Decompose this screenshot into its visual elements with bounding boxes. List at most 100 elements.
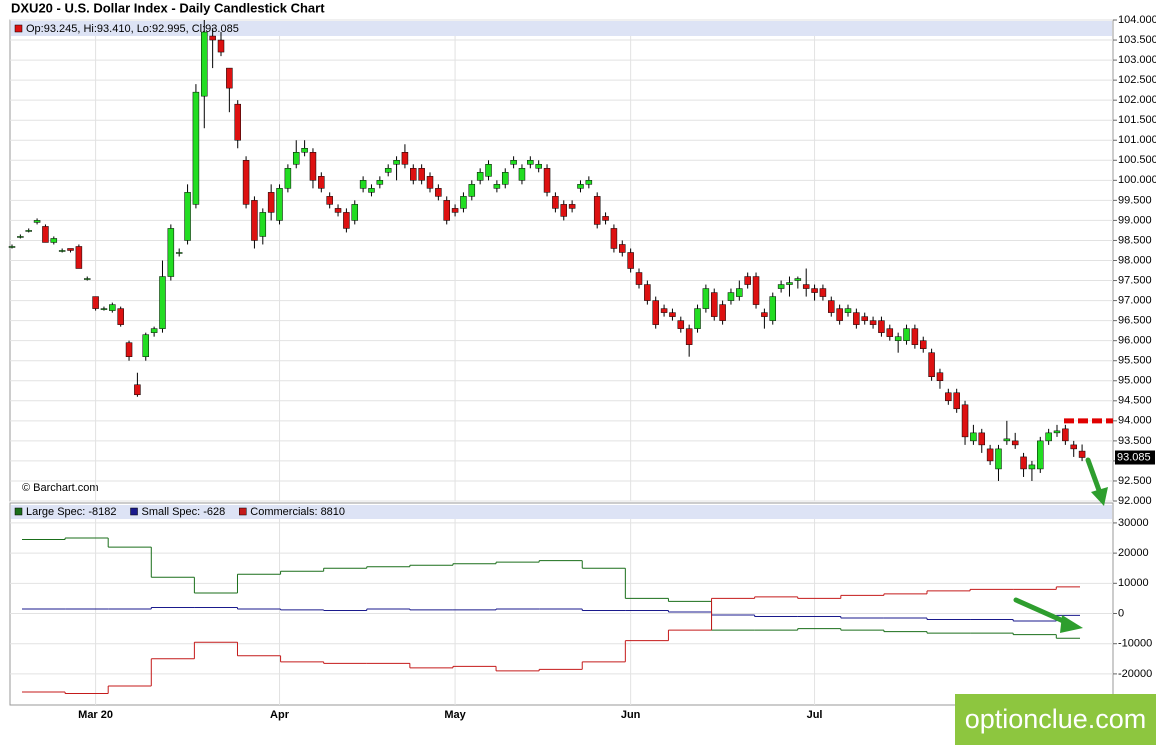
y-tick-label: 97.000 [1118, 294, 1152, 306]
info-bar [11, 21, 1112, 36]
x-tick-label: Jun [621, 709, 641, 721]
y-tick-label: 103.500 [1118, 34, 1156, 46]
candle-body [560, 204, 568, 217]
candle-body [736, 288, 743, 297]
candle-body [134, 384, 141, 396]
x-tick-label: May [444, 709, 466, 721]
x-tick-label: Jul [807, 709, 823, 721]
candle-body [1028, 464, 1036, 470]
candle-body [995, 448, 1002, 470]
candle-body [702, 288, 710, 309]
y-tick-label: 104.000 [1118, 14, 1156, 26]
candle-body [527, 160, 534, 165]
candle-body [627, 252, 634, 269]
y-tick-label: 103.000 [1118, 54, 1156, 66]
candle-body [1070, 444, 1077, 450]
candle-body [393, 160, 400, 165]
y-tick-label: 96.000 [1118, 335, 1152, 347]
candle-body [343, 212, 350, 229]
candle-body [828, 300, 835, 313]
y-tick-label: 93.500 [1118, 435, 1152, 447]
legend-swatch [239, 507, 247, 516]
candle-body [685, 328, 693, 345]
legend-label: Large Spec: -8182 [26, 506, 117, 518]
candle-body [159, 276, 166, 329]
x-tick-label: Mar 20 [78, 709, 113, 721]
candle-body [184, 192, 191, 241]
candle-body [577, 184, 584, 189]
candle-body [351, 204, 359, 221]
candle-body [125, 342, 133, 357]
candle-body [853, 312, 860, 325]
y-tick-label: 100.000 [1118, 174, 1156, 186]
candle-body [1037, 440, 1044, 470]
candle-body [945, 392, 952, 402]
candle-body [150, 328, 158, 333]
candle-body [635, 272, 643, 285]
trend-arrow [1085, 457, 1103, 496]
candle-body [276, 188, 283, 221]
candle-body [970, 432, 977, 442]
candle-body [284, 168, 292, 189]
candle-body [727, 292, 735, 301]
candle-body [251, 200, 258, 241]
candle-body [418, 168, 425, 181]
candle-body [802, 284, 810, 289]
candle-body [677, 320, 685, 329]
candle-body [217, 39, 225, 53]
candle-body [911, 328, 919, 345]
y-tick-label: 94.000 [1118, 415, 1152, 427]
candle-body [201, 31, 208, 97]
candle-body [75, 246, 83, 269]
candle-body [811, 288, 818, 293]
candle-body [878, 320, 885, 333]
legend-bar [11, 505, 1112, 519]
candle-body [543, 168, 551, 193]
candle-body [109, 304, 116, 311]
candle-body [644, 284, 651, 301]
candle-body [978, 432, 986, 446]
candle-body [309, 152, 317, 181]
candle-body [610, 228, 618, 249]
candle-body [1053, 430, 1061, 434]
candle-body [986, 448, 994, 462]
y-tick-label: 92.500 [1118, 475, 1152, 487]
candle-body [535, 164, 542, 169]
candle-body [844, 308, 852, 313]
y-tick-label: 102.500 [1118, 74, 1156, 86]
y-tick-label: -20000 [1118, 668, 1152, 680]
candle-body [669, 312, 676, 317]
candle-body [376, 180, 384, 185]
candle-body [961, 404, 969, 438]
candle-body [142, 334, 150, 357]
candle-body [953, 392, 960, 410]
candle-body [242, 160, 250, 205]
y-tick-label: -10000 [1118, 638, 1152, 650]
candle-body [493, 184, 501, 189]
candle-body [292, 152, 300, 165]
candle-body [33, 220, 41, 223]
y-tick-label: 99.000 [1118, 214, 1152, 226]
candle-body [83, 278, 91, 280]
candle-body [602, 216, 609, 221]
candle-body [769, 296, 777, 321]
candle-body [1045, 432, 1052, 442]
y-tick-label: 102.000 [1118, 94, 1156, 106]
candle-body [1062, 428, 1069, 442]
cot-panel [9, 502, 1114, 706]
candle-body [886, 328, 894, 337]
y-tick-label: 92.000 [1118, 495, 1152, 507]
candle-body [894, 336, 902, 341]
candle-body [25, 230, 32, 232]
candle-body [518, 168, 526, 181]
y-tick-label: 100.500 [1118, 154, 1156, 166]
candle-body [209, 35, 216, 41]
candle-body [593, 196, 601, 225]
y-tick-label: 101.500 [1118, 114, 1156, 126]
candle-body [719, 304, 726, 321]
legend-swatch [14, 507, 23, 516]
candle-body [167, 228, 175, 277]
candle-body [1078, 450, 1086, 458]
candle-body [936, 372, 944, 382]
y-tick-label: 99.500 [1118, 194, 1152, 206]
